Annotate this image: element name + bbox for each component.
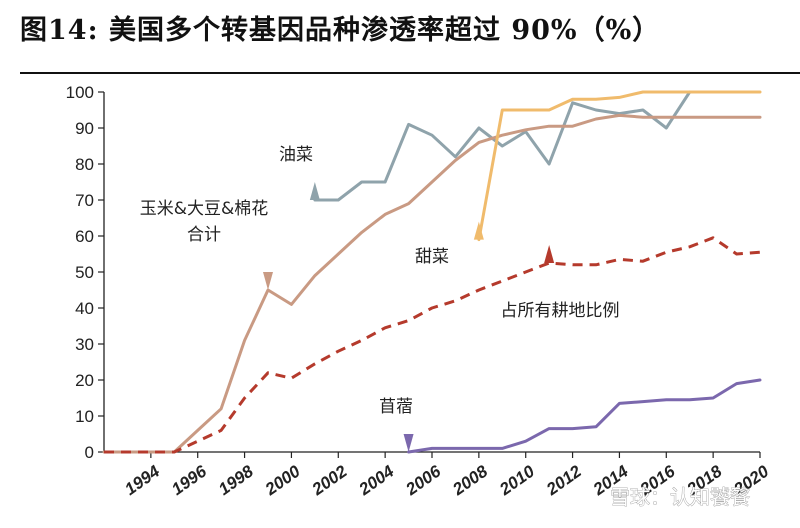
x-tick-label: 2008 xyxy=(448,461,491,499)
series-line-4 xyxy=(407,378,762,454)
series-line-0 xyxy=(313,90,692,202)
y-tick-label: 10 xyxy=(75,407,94,426)
y-tick-label: 50 xyxy=(75,263,94,282)
annotation-label-1: 合计 xyxy=(187,225,221,245)
y-tick-label: 70 xyxy=(75,191,94,210)
annotation-pointer-3 xyxy=(544,245,555,263)
watermark: 雪球：认知饕餮 xyxy=(610,485,750,509)
x-tick-label: 2000 xyxy=(261,461,304,499)
x-tick-label: 1996 xyxy=(168,461,210,499)
annotation-label-1: 玉米&大豆&棉花 xyxy=(140,199,269,219)
annotation-label-4: 苜蓿 xyxy=(379,397,413,417)
annotation-label-3: 占所有耕地比例 xyxy=(501,301,620,321)
x-tick-label: 2002 xyxy=(308,461,351,499)
y-tick-label: 40 xyxy=(75,299,94,318)
annotation-label-0: 油菜 xyxy=(279,145,313,165)
x-tick-label: 2004 xyxy=(355,461,398,499)
y-tick-label: 100 xyxy=(66,83,94,102)
x-tick-label: 2010 xyxy=(495,461,538,499)
series-line-3 xyxy=(104,236,761,454)
title-underline xyxy=(20,72,800,74)
series-line-2 xyxy=(477,90,762,242)
annotation-pointer-0 xyxy=(309,182,320,200)
y-tick-label: 80 xyxy=(75,155,94,174)
annotation-pointer-2 xyxy=(473,221,484,240)
x-tick-label: 1994 xyxy=(121,461,163,499)
chart-title: 图14: 美国多个转基因品种渗透率超过 90%（%） xyxy=(20,15,661,46)
annotation-label-2: 甜菜 xyxy=(415,247,449,267)
x-tick-label: 2012 xyxy=(542,461,585,499)
y-tick-label: 60 xyxy=(75,227,94,246)
annotation-pointer-1 xyxy=(263,272,273,290)
y-tick-label: 20 xyxy=(75,371,94,390)
series-layer xyxy=(102,90,762,454)
annotation-pointer-4 xyxy=(403,434,414,452)
y-tick-label: 0 xyxy=(85,443,94,462)
x-tick-label: 1998 xyxy=(215,461,257,499)
y-tick-label: 30 xyxy=(75,335,94,354)
x-tick-label: 2006 xyxy=(402,461,445,499)
series-line-1 xyxy=(102,113,762,454)
y-tick-label: 90 xyxy=(75,119,94,138)
